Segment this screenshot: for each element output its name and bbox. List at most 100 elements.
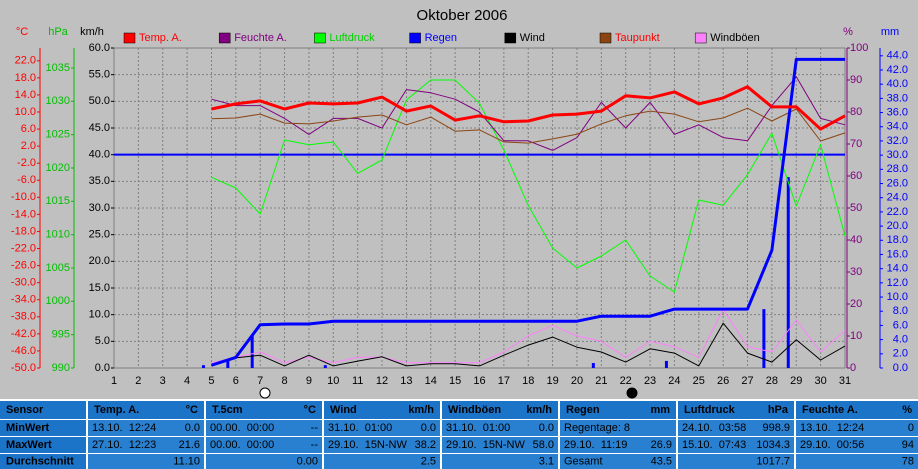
cell-text: 29.10. 15N-NW	[446, 439, 525, 451]
cell-value: 3.1	[539, 455, 554, 467]
x-tick-label: 21	[595, 375, 607, 387]
y-tick-label: 40.0	[887, 78, 908, 90]
y-tick-label: -6.0	[17, 174, 36, 186]
x-tick-label: 23	[644, 375, 656, 387]
cell-text: 13.10. 12:24	[92, 422, 156, 434]
y-tick-label: 20	[850, 298, 862, 310]
row-label: MaxWert	[6, 439, 52, 451]
cell-value: 21.6	[179, 439, 200, 451]
y-tick-label: 14.0	[15, 89, 36, 101]
y-tick-label: 35.0	[89, 175, 110, 187]
y-tick-label: 6.0	[21, 123, 36, 135]
y-tick-label: 55.0	[89, 69, 110, 81]
y-tick-label: -34.0	[11, 294, 36, 306]
table-cell	[324, 437, 440, 453]
legend-swatch	[218, 32, 231, 44]
y-tick-label: -26.0	[11, 260, 36, 272]
y-tick-label: 12.0	[887, 277, 908, 289]
y-tick-label: 20.0	[89, 255, 110, 267]
header-cell	[796, 401, 918, 419]
rain-bar	[226, 360, 230, 368]
x-tick-label: 12	[376, 375, 388, 387]
table-cell	[88, 437, 204, 453]
table-cell	[796, 454, 918, 469]
y-tick-label: 2.0	[893, 348, 908, 360]
header-unit: °C	[186, 404, 198, 416]
y-tick-label: 10.0	[89, 309, 110, 321]
header-name: Regen	[566, 404, 600, 416]
header-unit: °C	[304, 404, 316, 416]
x-tick-label: 22	[620, 375, 632, 387]
cell-value: 58.0	[533, 439, 554, 451]
legend-label: Regen	[425, 32, 457, 44]
table-cell	[560, 454, 676, 469]
header-cell	[206, 401, 322, 419]
table-cell	[88, 420, 204, 436]
y-tick-label: 32.0	[887, 135, 908, 147]
series-line	[211, 79, 846, 293]
rain-bar	[664, 360, 668, 368]
y-tick-label: 1025	[46, 129, 70, 141]
x-tick-label: 26	[717, 375, 729, 387]
y-tick-label: 0	[850, 362, 856, 374]
table-cell	[206, 454, 322, 469]
cell-text: 31.10. 01:00	[446, 422, 510, 434]
cell-value: 26.9	[651, 439, 672, 451]
row-label: MinWert	[6, 422, 50, 434]
axis-unit: mm	[881, 26, 899, 38]
x-tick-label: 27	[741, 375, 753, 387]
y-tick-label: -10.0	[11, 191, 36, 203]
cell-value: 0.0	[539, 422, 554, 434]
cell-value: 0	[908, 422, 914, 434]
legend-label: Temp. A.	[139, 32, 182, 44]
y-tick-label: -38.0	[11, 311, 36, 323]
cell-text: 13.10. 12:24	[800, 422, 864, 434]
legend-swatch	[599, 32, 612, 44]
cell-text: 24.10. 03:58	[682, 422, 746, 434]
cell-text: 00.00. 00:00	[210, 439, 274, 451]
series-line	[211, 85, 846, 131]
header-cell	[324, 401, 440, 419]
y-tick-label: -22.0	[11, 242, 36, 254]
y-tick-label: 36.0	[887, 106, 908, 118]
cell-value: 1017.7	[756, 455, 790, 467]
x-tick-label: 8	[282, 375, 288, 387]
header-cell	[0, 401, 86, 419]
y-tick-label: 1030	[46, 95, 70, 107]
table-cell	[560, 437, 676, 453]
series-line	[211, 76, 846, 151]
x-tick-label: 25	[693, 375, 705, 387]
y-tick-label: 60.0	[89, 42, 110, 54]
y-tick-label: 44.0	[887, 50, 908, 62]
legend-label: Luftdruck	[329, 32, 375, 44]
x-tick-label: 9	[306, 375, 312, 387]
y-tick-label: -30.0	[11, 277, 36, 289]
x-tick-label: 30	[815, 375, 827, 387]
rain-bar	[201, 365, 205, 368]
chart-title: Oktober 2006	[417, 7, 508, 24]
cell-value: 43.5	[651, 455, 672, 467]
x-tick-label: 18	[522, 375, 534, 387]
cell-value: 78	[902, 455, 914, 467]
table-cell	[678, 454, 794, 469]
header-unit: hPa	[768, 404, 789, 416]
y-tick-label: 0.0	[893, 362, 908, 374]
table-cell	[206, 437, 322, 453]
header-unit: km/h	[526, 404, 552, 416]
y-tick-label: 6.0	[893, 319, 908, 331]
y-tick-label: 30	[850, 266, 862, 278]
rain-bar	[323, 365, 327, 368]
rain-bar	[762, 309, 766, 368]
series-line	[211, 107, 846, 144]
x-tick-label: 20	[571, 375, 583, 387]
y-tick-label: 90	[850, 74, 862, 86]
cell-value: 0.0	[185, 422, 200, 434]
cell-value: 1034.3	[756, 439, 790, 451]
cell-text: 29.10. 15N-NW	[328, 439, 407, 451]
row-label-cell	[0, 454, 86, 469]
legend-label: Feuchte A.	[234, 32, 287, 44]
table-cell	[206, 420, 322, 436]
y-tick-label: 100	[850, 42, 868, 54]
y-tick-label: 10	[850, 330, 862, 342]
x-tick-label: 1	[111, 375, 117, 387]
